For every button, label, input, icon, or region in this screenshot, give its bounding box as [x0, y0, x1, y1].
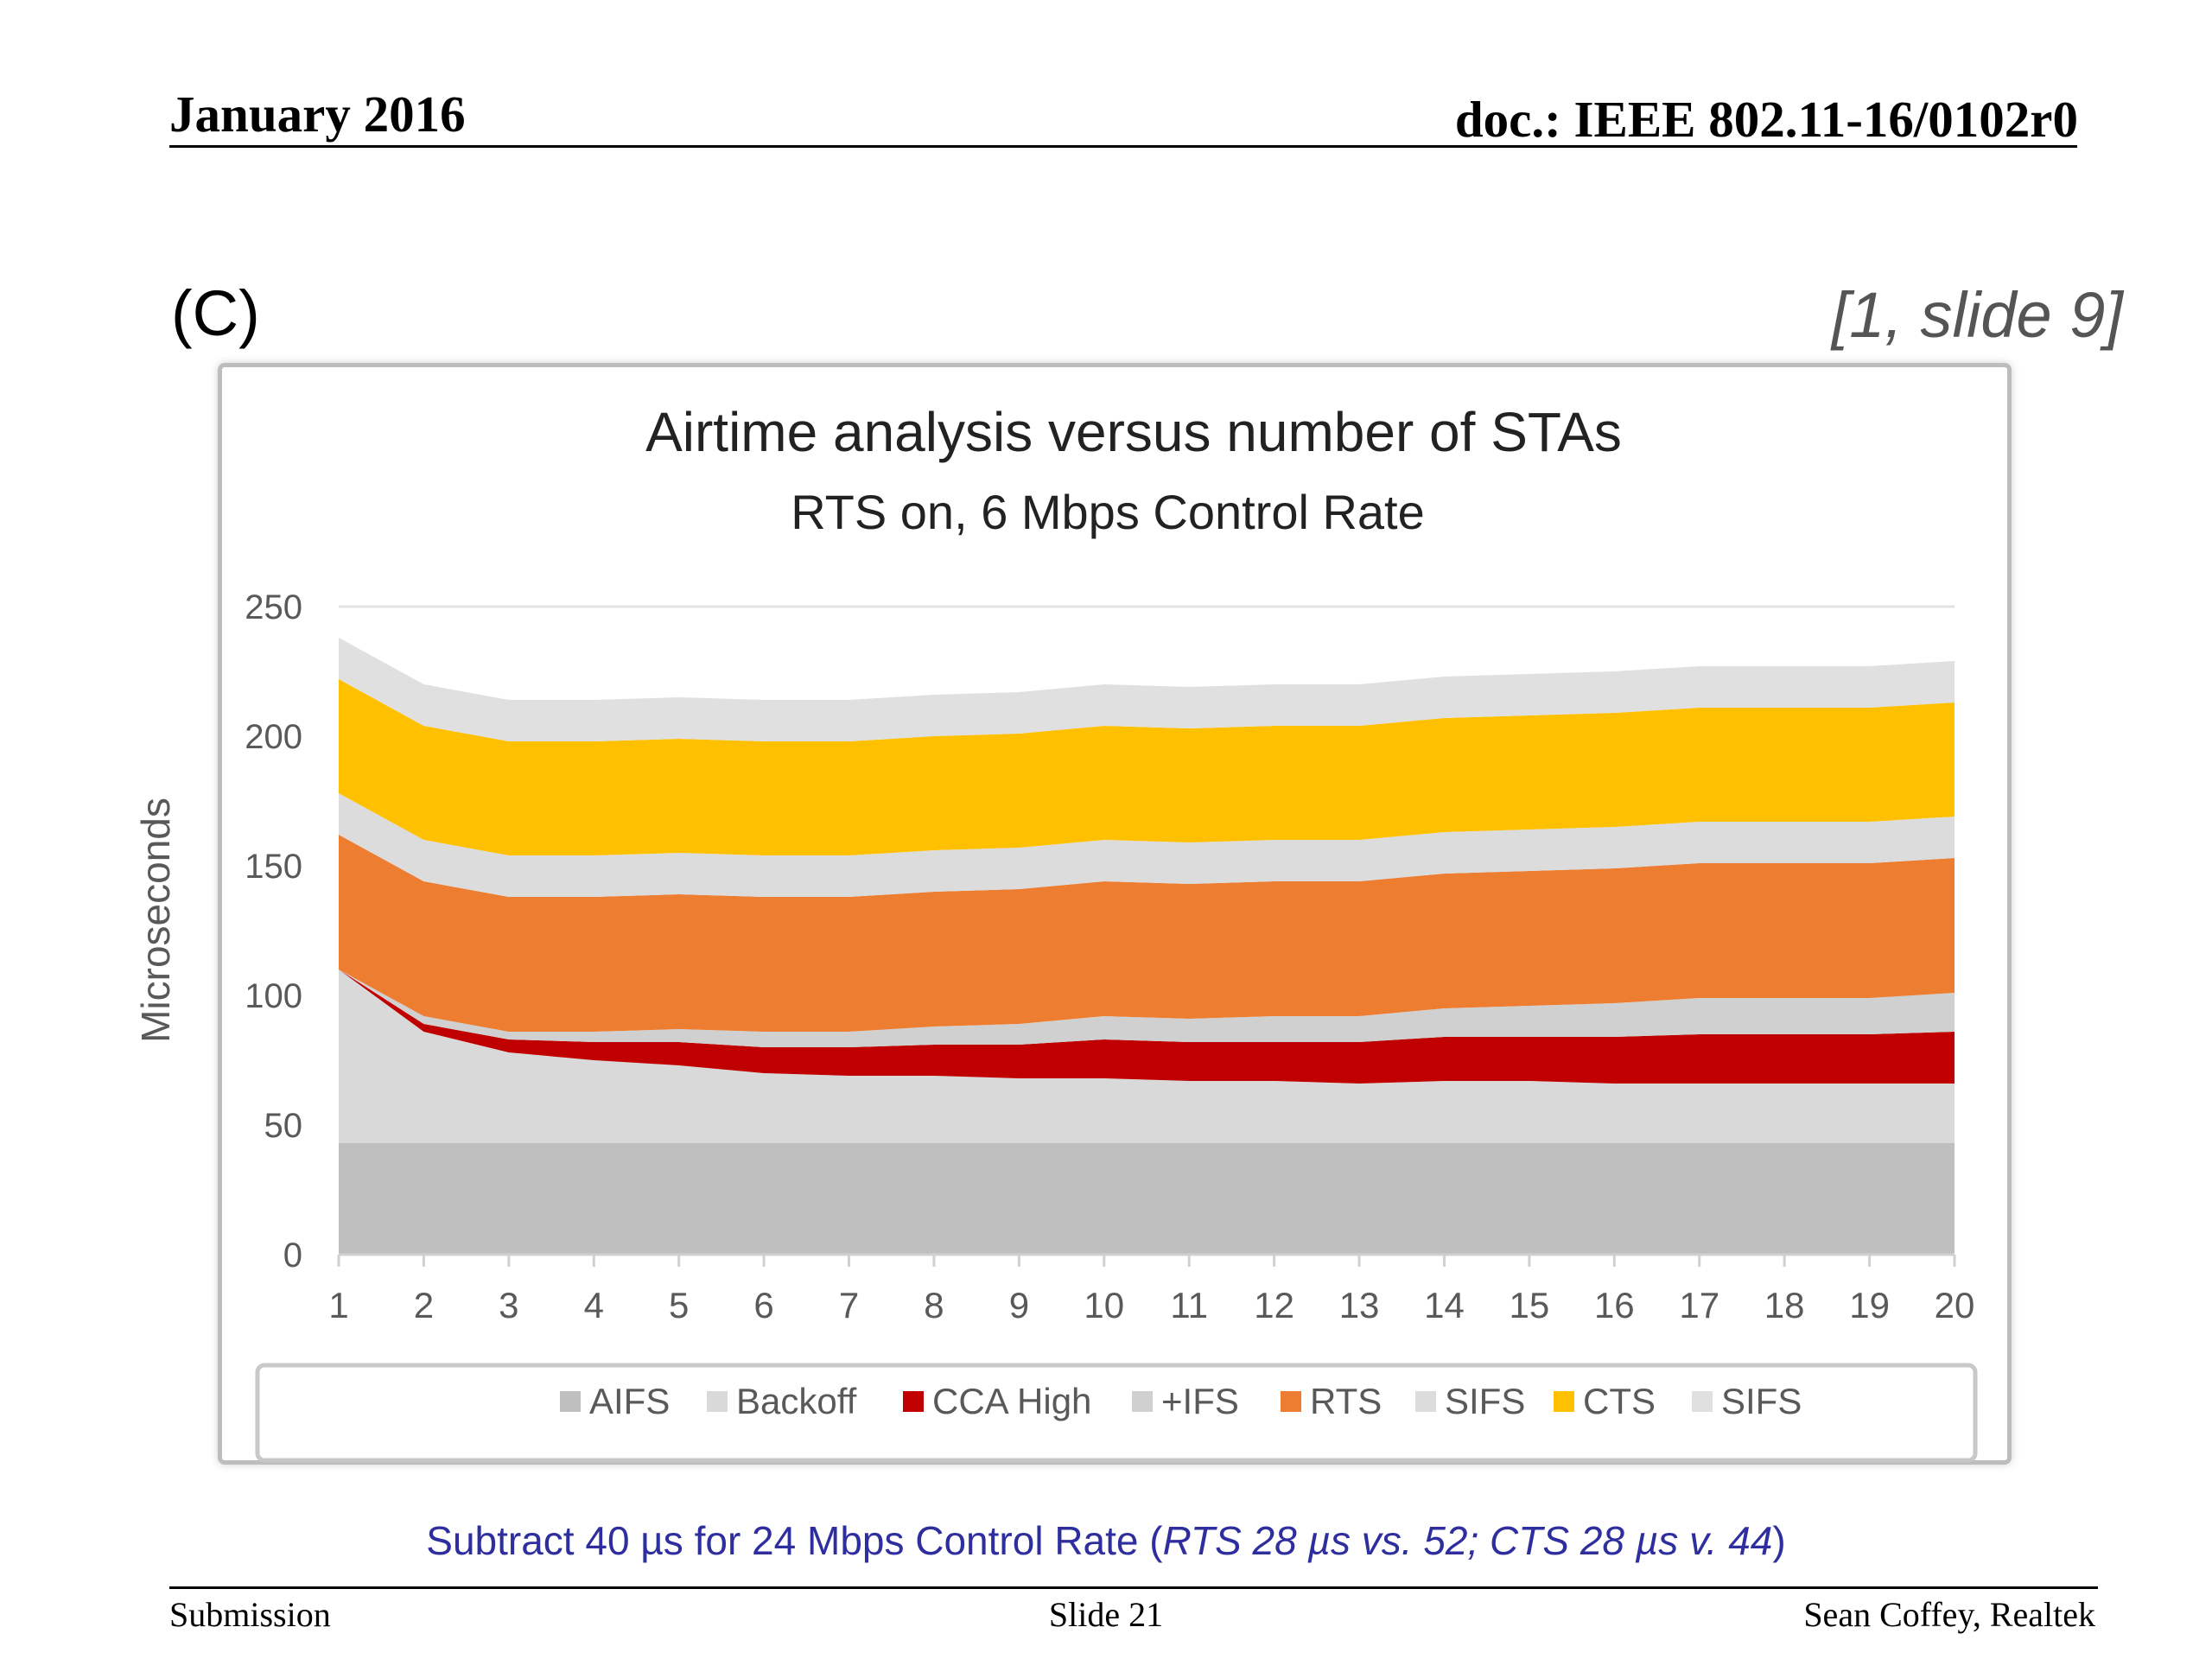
- chart-subtitle: RTS on, 6 Mbps Control Rate: [791, 485, 1425, 539]
- legend-label: CTS: [1583, 1381, 1656, 1421]
- x-tick-label: 20: [1935, 1285, 1975, 1325]
- x-tick-label: 9: [1009, 1285, 1029, 1325]
- x-tick-label: 12: [1254, 1285, 1294, 1325]
- chart-title: Airtime analysis versus number of STAs: [645, 401, 1622, 463]
- x-tick-label: 2: [414, 1285, 434, 1325]
- x-tick-label: 4: [584, 1285, 604, 1325]
- series-area-ifs-3: [339, 969, 1955, 1047]
- x-tick-label: 1: [328, 1285, 348, 1325]
- header-date: January 2016: [169, 86, 466, 143]
- legend-swatch: [1415, 1391, 1436, 1412]
- legend-swatch: [1554, 1391, 1574, 1412]
- legend-swatch: [560, 1391, 581, 1412]
- x-tick-label: 15: [1510, 1285, 1550, 1325]
- legend-label: AIFS: [589, 1381, 670, 1421]
- note-italic: RTS 28 µs vs. 52; CTS 28 µs v. 44: [1162, 1518, 1773, 1563]
- note-prefix: Subtract 40 µs for 24 Mbps Control Rate …: [426, 1518, 1163, 1563]
- x-tick-label: 10: [1084, 1285, 1124, 1325]
- legend-box: [255, 1363, 1978, 1463]
- x-tick-label: 7: [839, 1285, 859, 1325]
- series-area-rts-4: [339, 835, 1955, 1032]
- legend-swatch: [1692, 1391, 1713, 1412]
- legend-label: SIFS: [1445, 1381, 1525, 1421]
- legend-swatch: [1281, 1391, 1301, 1412]
- y-axis-label: Microseconds: [133, 798, 178, 1043]
- x-tick-label: 6: [753, 1285, 773, 1325]
- panel-label: (C): [171, 277, 260, 349]
- citation: [1, slide 9]: [1831, 279, 2123, 351]
- legend-swatch: [903, 1391, 924, 1412]
- legend-swatch: [1132, 1391, 1153, 1412]
- x-tick-label: 11: [1170, 1285, 1208, 1325]
- x-tick-label: 16: [1594, 1285, 1635, 1325]
- legend-label: SIFS: [1721, 1381, 1802, 1421]
- legend-swatch: [707, 1391, 728, 1412]
- x-tick-label: 13: [1339, 1285, 1380, 1325]
- footer-submission: Submission: [169, 1595, 331, 1634]
- legend-label: +IFS: [1161, 1381, 1239, 1421]
- footer-author: Sean Coffey, Realtek: [1803, 1595, 2095, 1634]
- x-tick-label: 14: [1424, 1285, 1465, 1325]
- y-tick-label: 250: [245, 588, 302, 626]
- series-area-cca-high-2: [339, 969, 1955, 1084]
- y-tick-label: 200: [245, 718, 302, 756]
- series-area-backoff-1: [339, 969, 1955, 1143]
- x-tick-label: 8: [924, 1285, 944, 1325]
- y-tick-label: 50: [264, 1107, 303, 1145]
- x-tick-label: 3: [499, 1285, 518, 1325]
- footer-slide-number: Slide 21: [1048, 1595, 1164, 1634]
- note: Subtract 40 µs for 24 Mbps Control Rate …: [0, 1517, 2212, 1564]
- x-tick-label: 19: [1849, 1285, 1890, 1325]
- series-area-aifs-0: [339, 1143, 1955, 1255]
- x-tick-label: 5: [669, 1285, 689, 1325]
- y-tick-label: 100: [245, 977, 302, 1015]
- note-suffix: ): [1772, 1518, 1786, 1563]
- x-tick-label: 17: [1679, 1285, 1719, 1325]
- footer-rule: [169, 1586, 2098, 1589]
- header-rule: [169, 145, 2077, 148]
- series-area-sifs-7: [339, 638, 1955, 741]
- legend-label: CCA High: [932, 1381, 1091, 1421]
- x-tick-label: 18: [1764, 1285, 1805, 1325]
- y-tick-label: 0: [283, 1236, 302, 1274]
- legend-label: RTS: [1310, 1381, 1382, 1421]
- y-tick-label: 150: [245, 848, 302, 886]
- header-doc-id: doc.: IEEE 802.11-16/0102r0: [1454, 91, 2078, 148]
- series-area-cts-6: [339, 679, 1955, 855]
- series-area-sifs-5: [339, 793, 1955, 897]
- legend-label: Backoff: [736, 1381, 857, 1421]
